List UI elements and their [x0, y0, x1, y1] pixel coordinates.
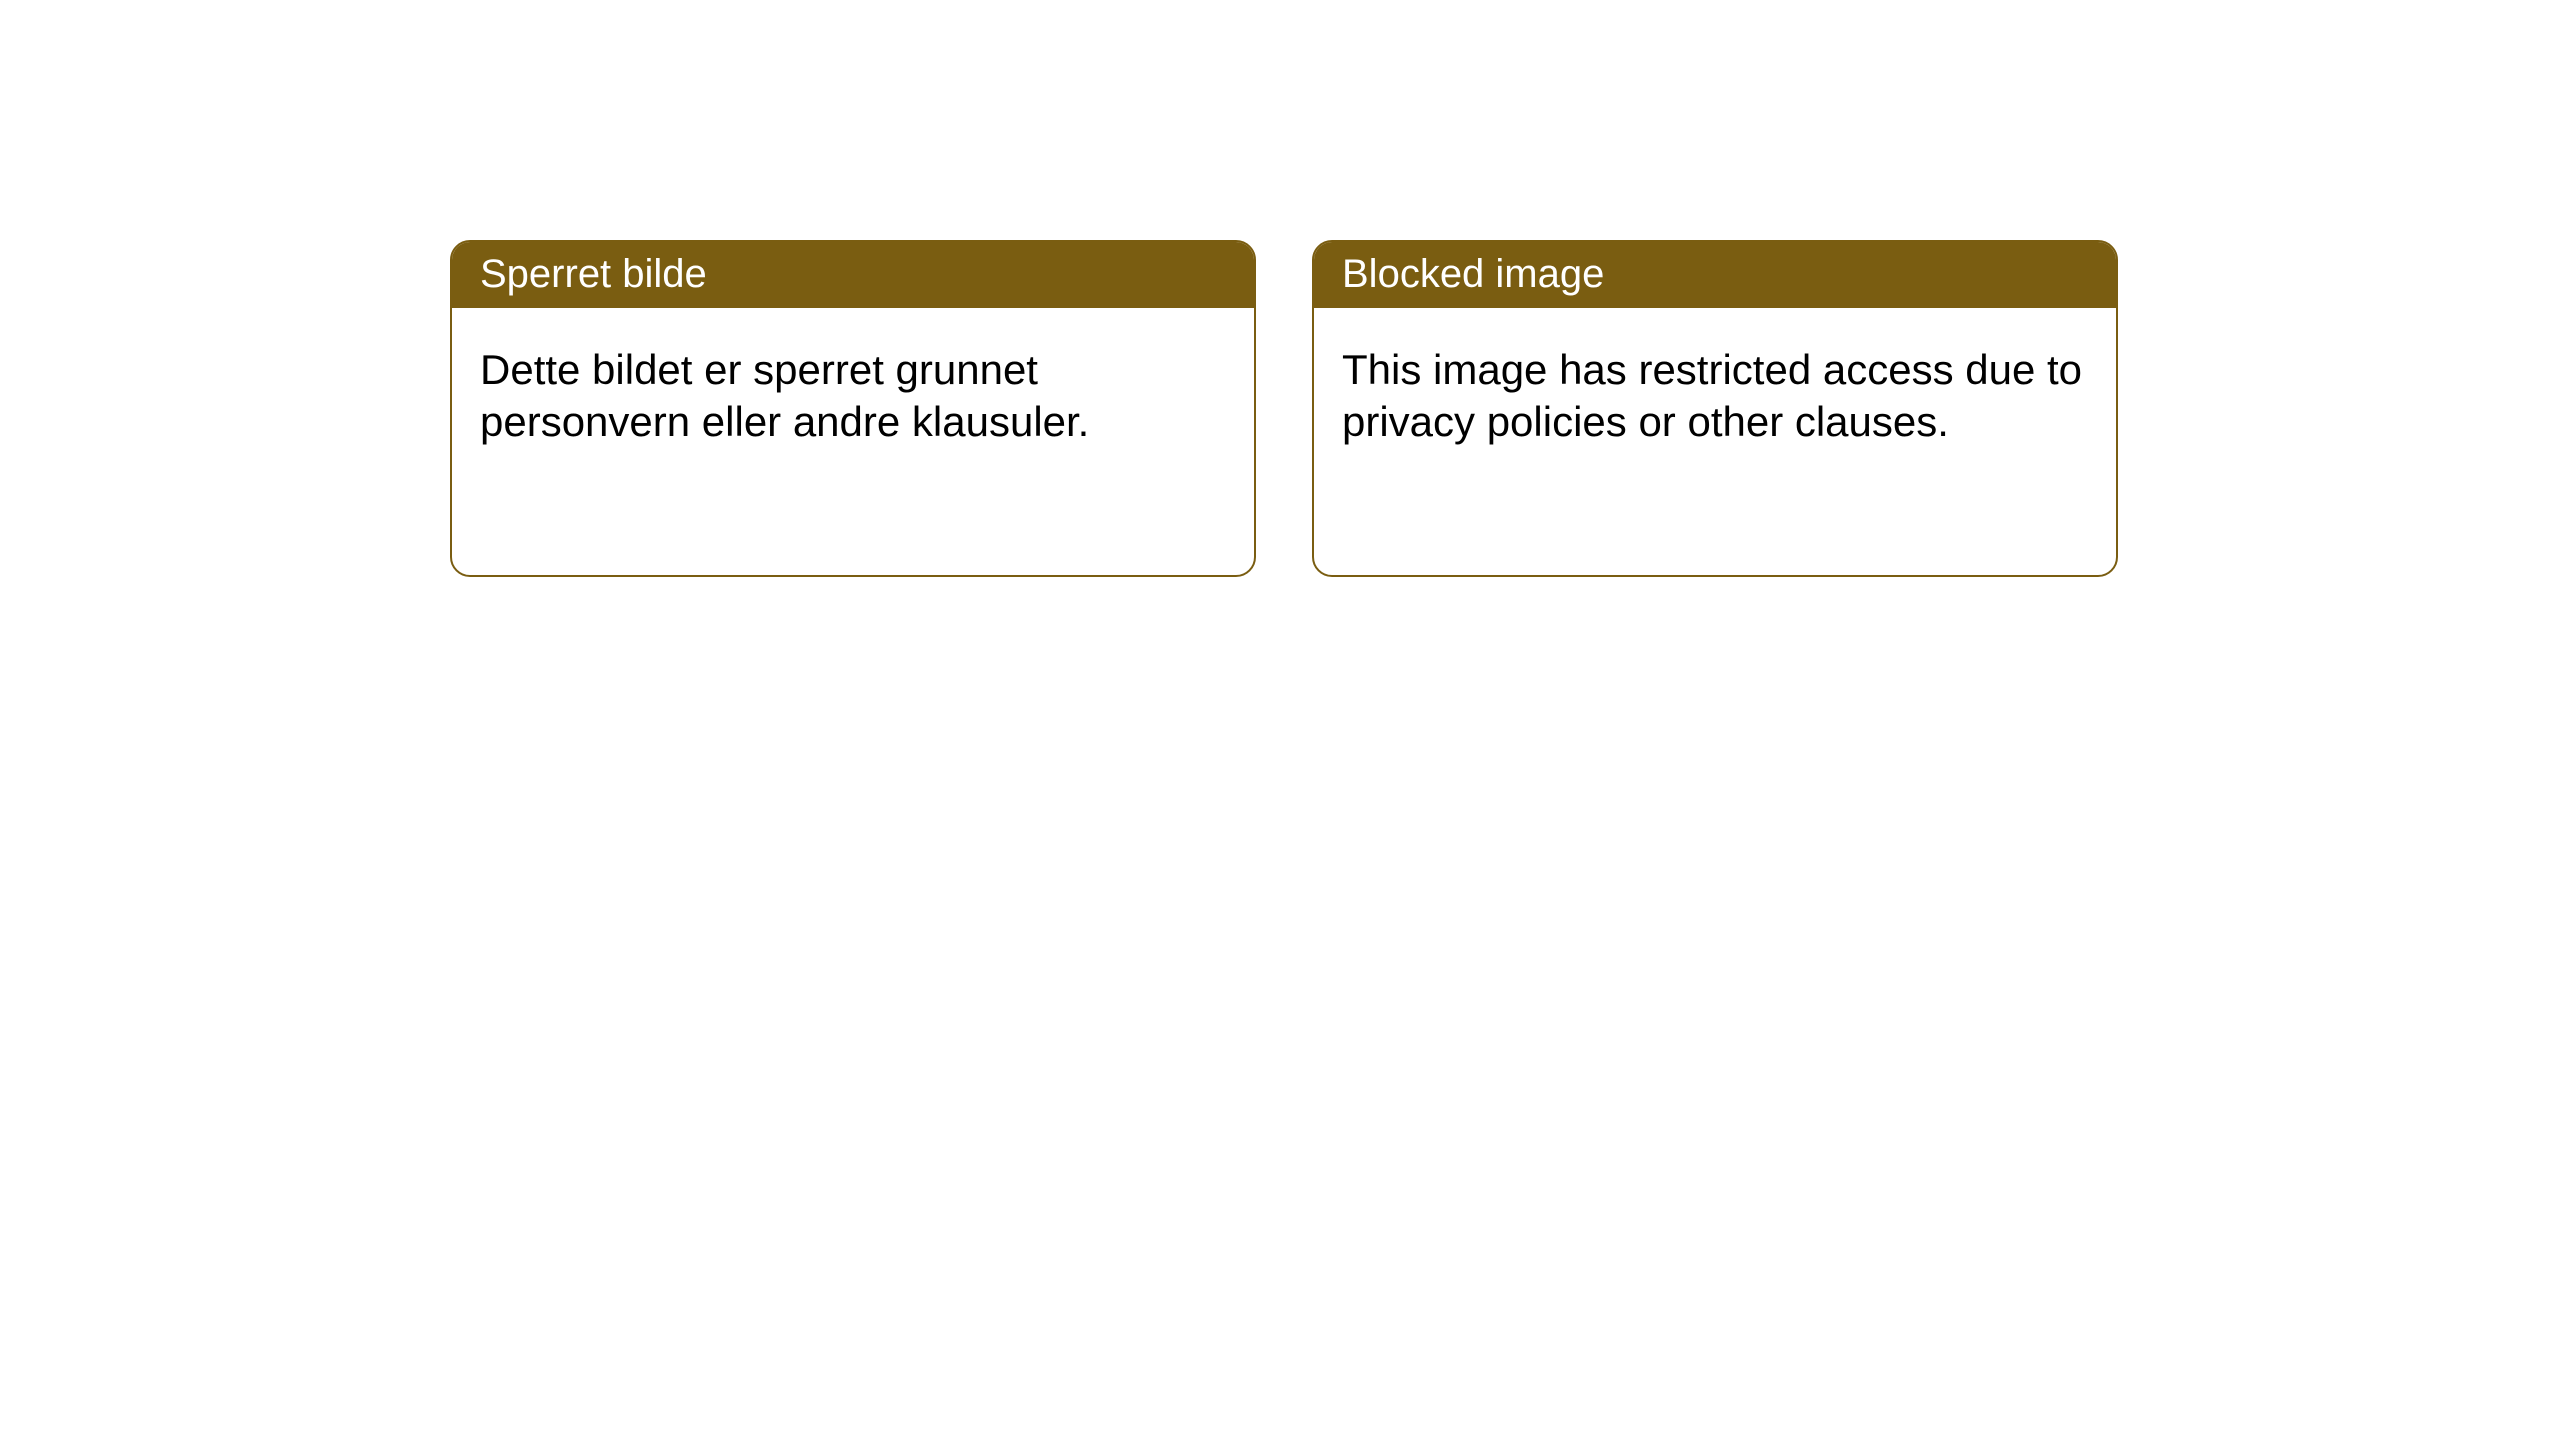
notice-body: This image has restricted access due to …: [1314, 308, 2116, 484]
notice-title: Blocked image: [1314, 242, 2116, 308]
notice-card-norwegian: Sperret bilde Dette bildet er sperret gr…: [450, 240, 1256, 577]
notice-body: Dette bildet er sperret grunnet personve…: [452, 308, 1254, 484]
notice-card-english: Blocked image This image has restricted …: [1312, 240, 2118, 577]
notice-title: Sperret bilde: [452, 242, 1254, 308]
notice-container: Sperret bilde Dette bildet er sperret gr…: [0, 0, 2560, 577]
